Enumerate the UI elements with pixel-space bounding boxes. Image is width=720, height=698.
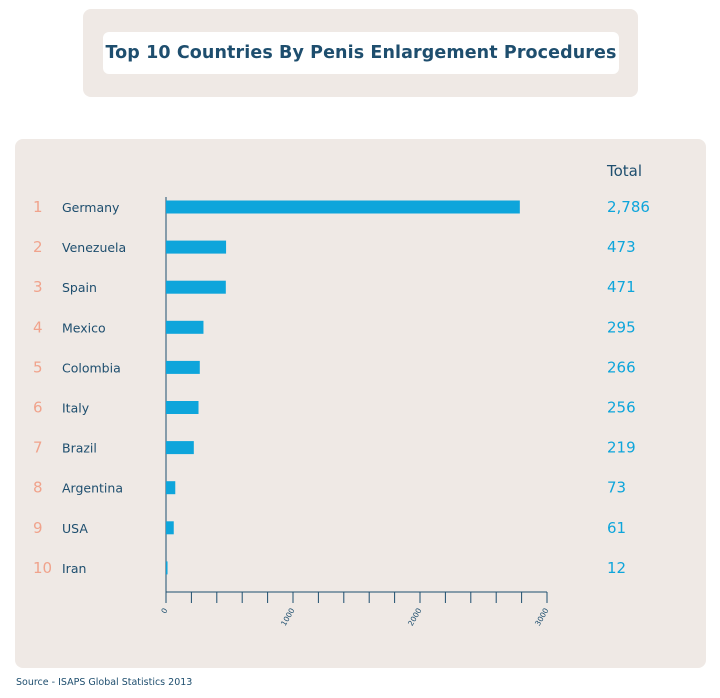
title-box: Top 10 Countries By Penis Enlargement Pr… (103, 32, 619, 74)
bar (166, 441, 194, 455)
value-label: 295 (607, 318, 636, 336)
bar (166, 200, 520, 214)
category-label: Germany (62, 200, 120, 215)
x-tick-label: 3000 (533, 606, 550, 627)
chart-title: Top 10 Countries By Penis Enlargement Pr… (105, 43, 617, 63)
value-column-header: Total (606, 162, 642, 180)
bar (166, 561, 168, 575)
bar (166, 360, 200, 374)
rank-label: 6 (33, 399, 43, 417)
bar (166, 521, 174, 535)
rank-label: 10 (33, 559, 52, 577)
category-label: Colombia (62, 360, 121, 375)
rank-label: 5 (33, 358, 43, 376)
category-label: Mexico (62, 320, 106, 335)
value-label: 266 (607, 358, 636, 376)
rank-label: 1 (33, 198, 43, 216)
x-tick-label: 0 (159, 606, 169, 615)
rank-label: 9 (33, 519, 43, 537)
bar (166, 320, 204, 334)
category-label: Brazil (62, 441, 97, 456)
title-panel: Top 10 Countries By Penis Enlargement Pr… (83, 9, 638, 97)
x-tick-label: 2000 (406, 606, 423, 627)
value-label: 12 (607, 559, 626, 577)
bar (166, 240, 227, 254)
chart-panel (15, 139, 706, 668)
source-note: Source - ISAPS Global Statistics 2013 (16, 677, 193, 688)
value-label: 473 (607, 238, 636, 256)
value-label: 73 (607, 479, 626, 497)
category-label: Argentina (62, 481, 123, 496)
category-label: Spain (62, 280, 97, 295)
rank-label: 3 (33, 278, 43, 296)
rank-label: 7 (33, 439, 43, 457)
category-label: Iran (62, 561, 86, 576)
value-label: 219 (607, 439, 636, 457)
bar (166, 401, 199, 414)
x-tick-label: 1000 (279, 606, 296, 627)
category-label: USA (62, 521, 88, 536)
value-label: 471 (607, 278, 636, 296)
category-label: Venezuela (62, 240, 126, 255)
value-label: 61 (607, 519, 626, 537)
rank-label: 4 (33, 318, 43, 336)
value-label: 256 (607, 399, 636, 417)
bar (166, 280, 226, 294)
category-label: Italy (62, 401, 90, 416)
rank-label: 8 (33, 479, 43, 497)
value-label: 2,786 (607, 198, 650, 216)
bar (166, 481, 176, 495)
rank-label: 2 (33, 238, 43, 256)
